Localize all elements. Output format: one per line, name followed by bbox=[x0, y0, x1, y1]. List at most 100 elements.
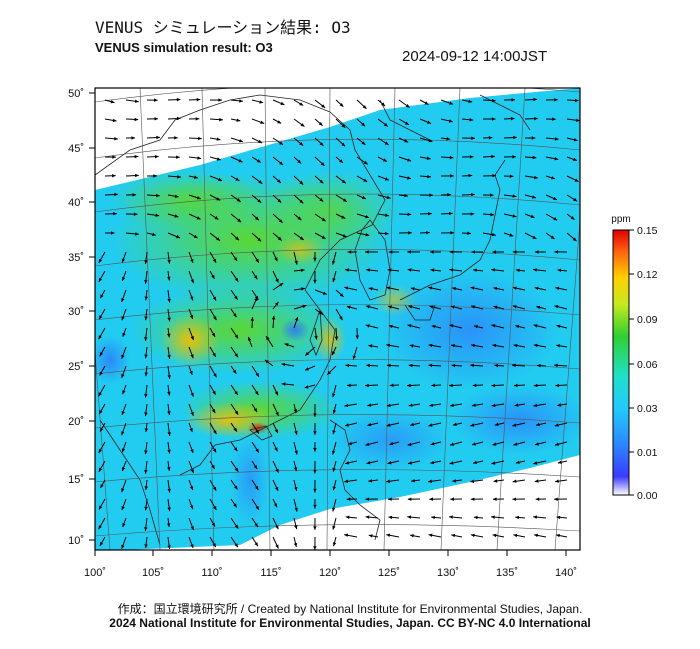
wind-arrow-head bbox=[512, 497, 516, 501]
wind-arrow-head bbox=[100, 294, 104, 299]
wind-arrow-head bbox=[491, 403, 496, 408]
wind-arrow-head bbox=[271, 315, 276, 320]
wind-arrow-head bbox=[363, 160, 368, 165]
wind-arrow-head bbox=[341, 215, 346, 219]
wind-arrow-head bbox=[407, 383, 411, 388]
wind-arrow-head bbox=[407, 158, 412, 162]
wind-arrow-head bbox=[190, 279, 194, 284]
wind-arrow-head bbox=[144, 296, 148, 301]
wind-arrow-head bbox=[532, 155, 537, 160]
wind-arrow-head bbox=[122, 523, 126, 528]
colorbar-tick-0.09: 0.09 bbox=[637, 314, 658, 326]
wind-arrow-head bbox=[346, 497, 351, 501]
wind-arrow-head bbox=[144, 412, 148, 417]
wind-arrow-head bbox=[255, 391, 259, 395]
wind-arrow-head bbox=[144, 280, 148, 284]
wind-arrow-head bbox=[190, 411, 194, 416]
wind-arrow-head bbox=[144, 393, 148, 398]
wind-arrow-head bbox=[250, 317, 254, 321]
wind-arrow-head bbox=[167, 545, 171, 550]
wind-arrow-head bbox=[299, 236, 304, 240]
wind-arrow-head bbox=[362, 105, 367, 109]
wind-arrow-head bbox=[404, 121, 409, 125]
wind-arrow-head bbox=[430, 268, 435, 272]
wind-arrow-head bbox=[491, 98, 496, 103]
wind-arrow-head bbox=[258, 180, 263, 184]
wind-arrow-head bbox=[361, 195, 366, 199]
wind-arrow-head bbox=[365, 250, 369, 254]
wind-arrow-head bbox=[167, 449, 171, 454]
wind-arrow-head bbox=[319, 311, 323, 315]
wind-arrow-head bbox=[491, 324, 496, 328]
wind-arrow-head bbox=[468, 173, 473, 178]
wind-arrow-head bbox=[345, 268, 349, 272]
wind-arrow-head bbox=[98, 258, 103, 263]
wind-arrow-head bbox=[234, 410, 239, 415]
wind-arrow-head bbox=[294, 525, 298, 530]
wind-arrow-head bbox=[98, 525, 102, 530]
wind-arrow-head bbox=[514, 403, 519, 407]
wind-arrow-head bbox=[293, 467, 298, 472]
wind-arrow-head bbox=[167, 276, 171, 281]
wind-arrow-head bbox=[347, 250, 352, 254]
wind-arrow-head bbox=[197, 156, 202, 160]
wind-arrow-head bbox=[365, 324, 370, 328]
wind-arrow-head bbox=[327, 370, 332, 375]
wind-arrow-head bbox=[131, 136, 135, 140]
wind-arrow-head bbox=[255, 448, 259, 453]
wind-arrow-head bbox=[536, 363, 541, 368]
wind-arrow-head bbox=[470, 497, 475, 501]
colorbar: ppm 0.15 0.12 0.09 0.06 0.03 0.01 0.00 bbox=[611, 214, 657, 502]
wind-arrow-head bbox=[387, 268, 392, 272]
wind-arrow-head bbox=[530, 214, 535, 218]
wind-arrow-head bbox=[367, 422, 372, 427]
wind-arrow-head bbox=[512, 250, 517, 254]
wind-arrow-head bbox=[98, 392, 102, 397]
wind-arrow-head bbox=[554, 442, 559, 446]
wind-arrow-head bbox=[574, 98, 579, 103]
wind-arrow-head bbox=[112, 174, 116, 178]
wind-arrow-head bbox=[553, 217, 558, 221]
wind-arrow-head bbox=[512, 423, 517, 427]
wind-arrow-head bbox=[304, 385, 309, 389]
lat-label-50: 50˚ bbox=[68, 88, 84, 100]
wind-arrow-head bbox=[213, 316, 217, 321]
wind-arrow-head bbox=[277, 179, 281, 183]
wind-arrow-head bbox=[132, 193, 137, 197]
lon-label-105: 105˚ bbox=[142, 567, 164, 579]
wind-arrow-head bbox=[300, 268, 305, 272]
wind-arrow-head bbox=[554, 423, 559, 427]
wind-arrow-head bbox=[277, 236, 282, 241]
wind-arrow-head bbox=[156, 135, 160, 140]
wind-arrow-head bbox=[428, 423, 433, 427]
wind-arrow-head bbox=[281, 362, 286, 367]
forecast-timestamp: 2024-09-12 14:00JST bbox=[402, 48, 548, 65]
wind-arrow-head bbox=[322, 291, 327, 295]
wind-arrow-head bbox=[407, 250, 411, 254]
wind-arrow-head bbox=[535, 497, 540, 501]
wind-arrow-head bbox=[259, 100, 264, 104]
wind-arrow-head bbox=[332, 409, 337, 414]
wind-arrow-head bbox=[365, 305, 370, 309]
wind-arrow-head bbox=[121, 258, 125, 263]
wind-arrow-head bbox=[216, 137, 221, 141]
wind-arrow-head bbox=[293, 409, 297, 413]
wind-arrow-head bbox=[451, 533, 456, 538]
wind-arrow-head bbox=[274, 391, 278, 396]
wind-arrow-head bbox=[99, 505, 103, 510]
wind-arrow-head bbox=[428, 479, 432, 483]
wind-arrow-head bbox=[313, 546, 317, 550]
wind-arrow-head bbox=[319, 179, 324, 184]
wind-arrow-head bbox=[556, 324, 561, 328]
wind-arrow-head bbox=[122, 332, 126, 337]
wind-arrow-head bbox=[471, 403, 476, 407]
wind-arrow-head bbox=[190, 469, 194, 474]
wind-arrow-head bbox=[211, 274, 215, 279]
wind-arrow-head bbox=[367, 403, 372, 407]
wind-arrow-head bbox=[534, 479, 539, 483]
wind-arrow-head bbox=[135, 232, 139, 236]
wind-arrow-head bbox=[121, 411, 125, 415]
wind-arrow-head bbox=[557, 460, 562, 464]
wind-arrow-head bbox=[174, 194, 179, 198]
wind-arrow-head bbox=[98, 335, 102, 340]
